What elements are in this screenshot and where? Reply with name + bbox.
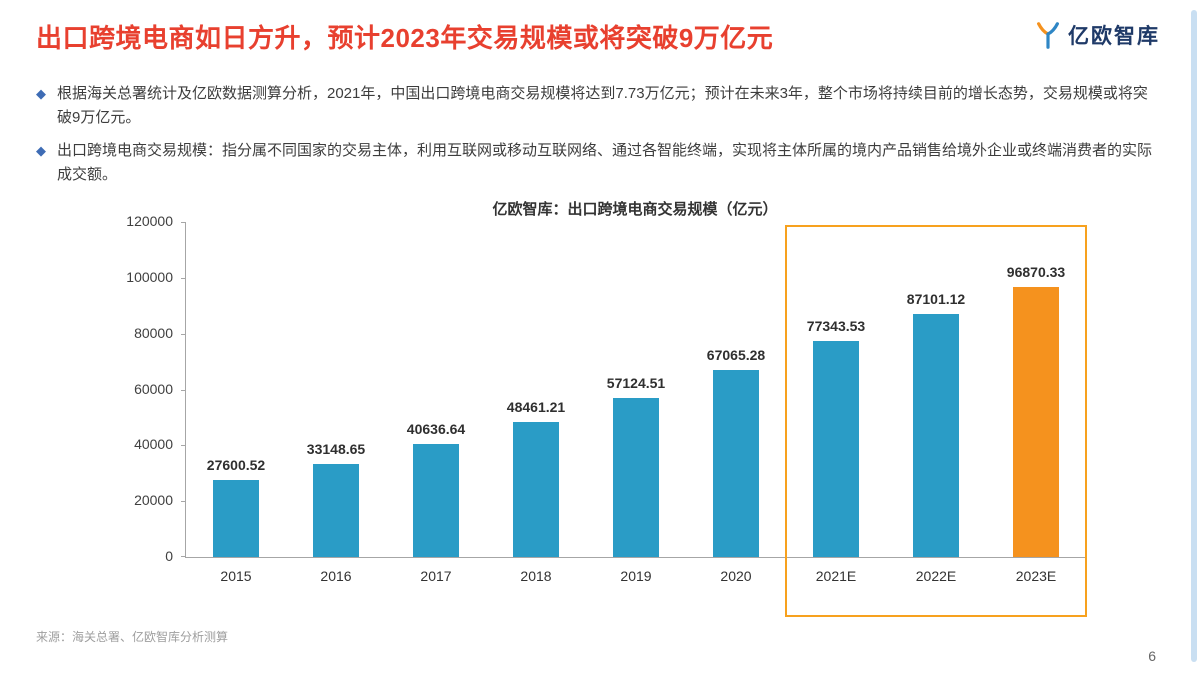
source-note: 来源：海关总署、亿欧智库分析测算 (36, 630, 229, 644)
x-axis-label: 2020 (720, 568, 752, 584)
bullet-item: ◆ 出口跨境电商交易规模：指分属不同国家的交易主体，利用互联网或移动互联网络、通… (36, 139, 1158, 187)
chart-title: 亿欧智库：出口跨境电商交易规模（亿元） (492, 201, 778, 218)
bar-chart: 亿欧智库：出口跨境电商交易规模（亿元） 0 20000 40000 60000 8000… (126, 198, 1100, 638)
yiou-logo-icon (1037, 22, 1059, 49)
bar-value-label: 77343.53 (806, 318, 866, 334)
bullet-text: 出口跨境电商交易规模：指分属不同国家的交易主体，利用互联网或移动互联网络、通过各… (57, 142, 1153, 183)
bar-2021E (813, 341, 859, 557)
bar-2017 (413, 444, 459, 557)
bar-2019 (613, 398, 659, 557)
y-axis-tick-label: 80000 (134, 324, 173, 341)
bar-value-label: 96870.33 (1006, 264, 1066, 280)
bar-value-label: 67065.28 (706, 347, 766, 363)
bar-2020 (713, 370, 759, 557)
bullet-text: 根据海关总署统计及亿欧数据测算分析，2021年，中国出口跨境电商交易规模将达到7… (57, 85, 1148, 126)
bar-2023E (1013, 287, 1059, 557)
page-title: 出口跨境电商如日方升，预计2023年交易规模或将突破9万亿元 (36, 23, 774, 53)
y-axis-tick-label: 20000 (134, 492, 173, 509)
x-axis-label: 2019 (620, 568, 652, 584)
bullet-list: ◆ 根据海关总署统计及亿欧数据测算分析，2021年，中国出口跨境电商交易规模将达… (36, 82, 1158, 196)
x-axis-label: 2021E (815, 568, 857, 584)
page-number: 6 (1148, 648, 1156, 664)
y-axis-tick-label: 0 (165, 548, 173, 564)
y-axis-tick-label: 120000 (126, 213, 173, 229)
bar-2018 (513, 422, 559, 557)
diamond-bullet-icon: ◆ (36, 86, 46, 101)
x-axis-label: 2022E (915, 568, 957, 584)
y-axis-tick (181, 501, 186, 503)
y-axis-tick-label: 60000 (134, 380, 173, 397)
bar-value-label: 87101.12 (906, 291, 966, 307)
bullet-item: ◆ 根据海关总署统计及亿欧数据测算分析，2021年，中国出口跨境电商交易规模将达… (36, 82, 1158, 130)
side-accent-strip (1191, 10, 1197, 662)
bar-2016 (313, 464, 359, 557)
logo: 亿欧智库 (1033, 20, 1160, 50)
y-axis-tick (181, 445, 186, 447)
plot-area: 0 20000 40000 60000 80000 100000 120000 27600.5… (126, 213, 1087, 617)
bar-value-label: 33148.65 (306, 441, 366, 457)
diamond-bullet-icon: ◆ (36, 143, 46, 158)
y-axis-tick (181, 556, 186, 557)
forecast-highlight-box (785, 225, 1087, 617)
x-axis-label: 2015 (220, 568, 252, 584)
x-axis-label: 2023E (1015, 568, 1057, 584)
logo-text: 亿欧智库 (1068, 25, 1160, 48)
bar-2022E (913, 314, 959, 557)
y-axis-tick (181, 333, 186, 335)
bar-value-label: 57124.51 (606, 375, 666, 391)
bar-2015 (213, 480, 259, 557)
x-axis-label: 2018 (520, 568, 552, 584)
y-axis-tick (181, 277, 186, 279)
y-axis-tick (181, 389, 186, 391)
x-axis-label: 2017 (420, 568, 452, 584)
y-axis-tick-label: 100000 (126, 268, 173, 285)
x-axis-label: 2016 (320, 568, 352, 584)
bar-value-label: 27600.52 (206, 457, 266, 473)
bar-value-label: 48461.21 (506, 399, 566, 415)
y-axis-tick-label: 40000 (134, 436, 173, 453)
y-axis-tick (181, 222, 186, 223)
bar-value-label: 40636.64 (406, 421, 466, 437)
